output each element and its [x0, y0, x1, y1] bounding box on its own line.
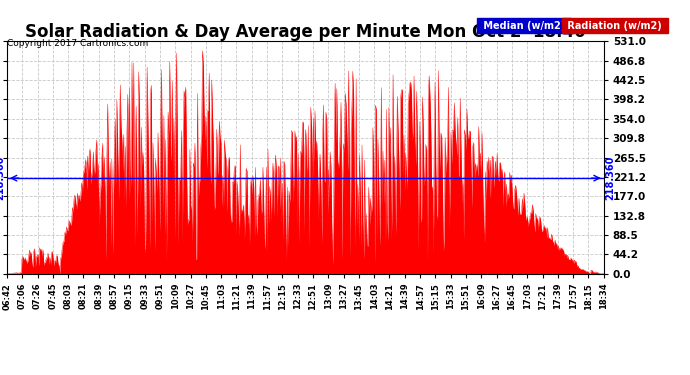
Text: Copyright 2017 Cartronics.com: Copyright 2017 Cartronics.com — [7, 39, 148, 48]
Title: Solar Radiation & Day Average per Minute Mon Oct 2  18:40: Solar Radiation & Day Average per Minute… — [25, 23, 586, 41]
Text: Median (w/m2): Median (w/m2) — [480, 21, 568, 31]
Text: 218.360: 218.360 — [606, 156, 615, 200]
Text: Radiation (w/m2): Radiation (w/m2) — [564, 21, 666, 31]
Text: 218.360: 218.360 — [0, 156, 5, 200]
